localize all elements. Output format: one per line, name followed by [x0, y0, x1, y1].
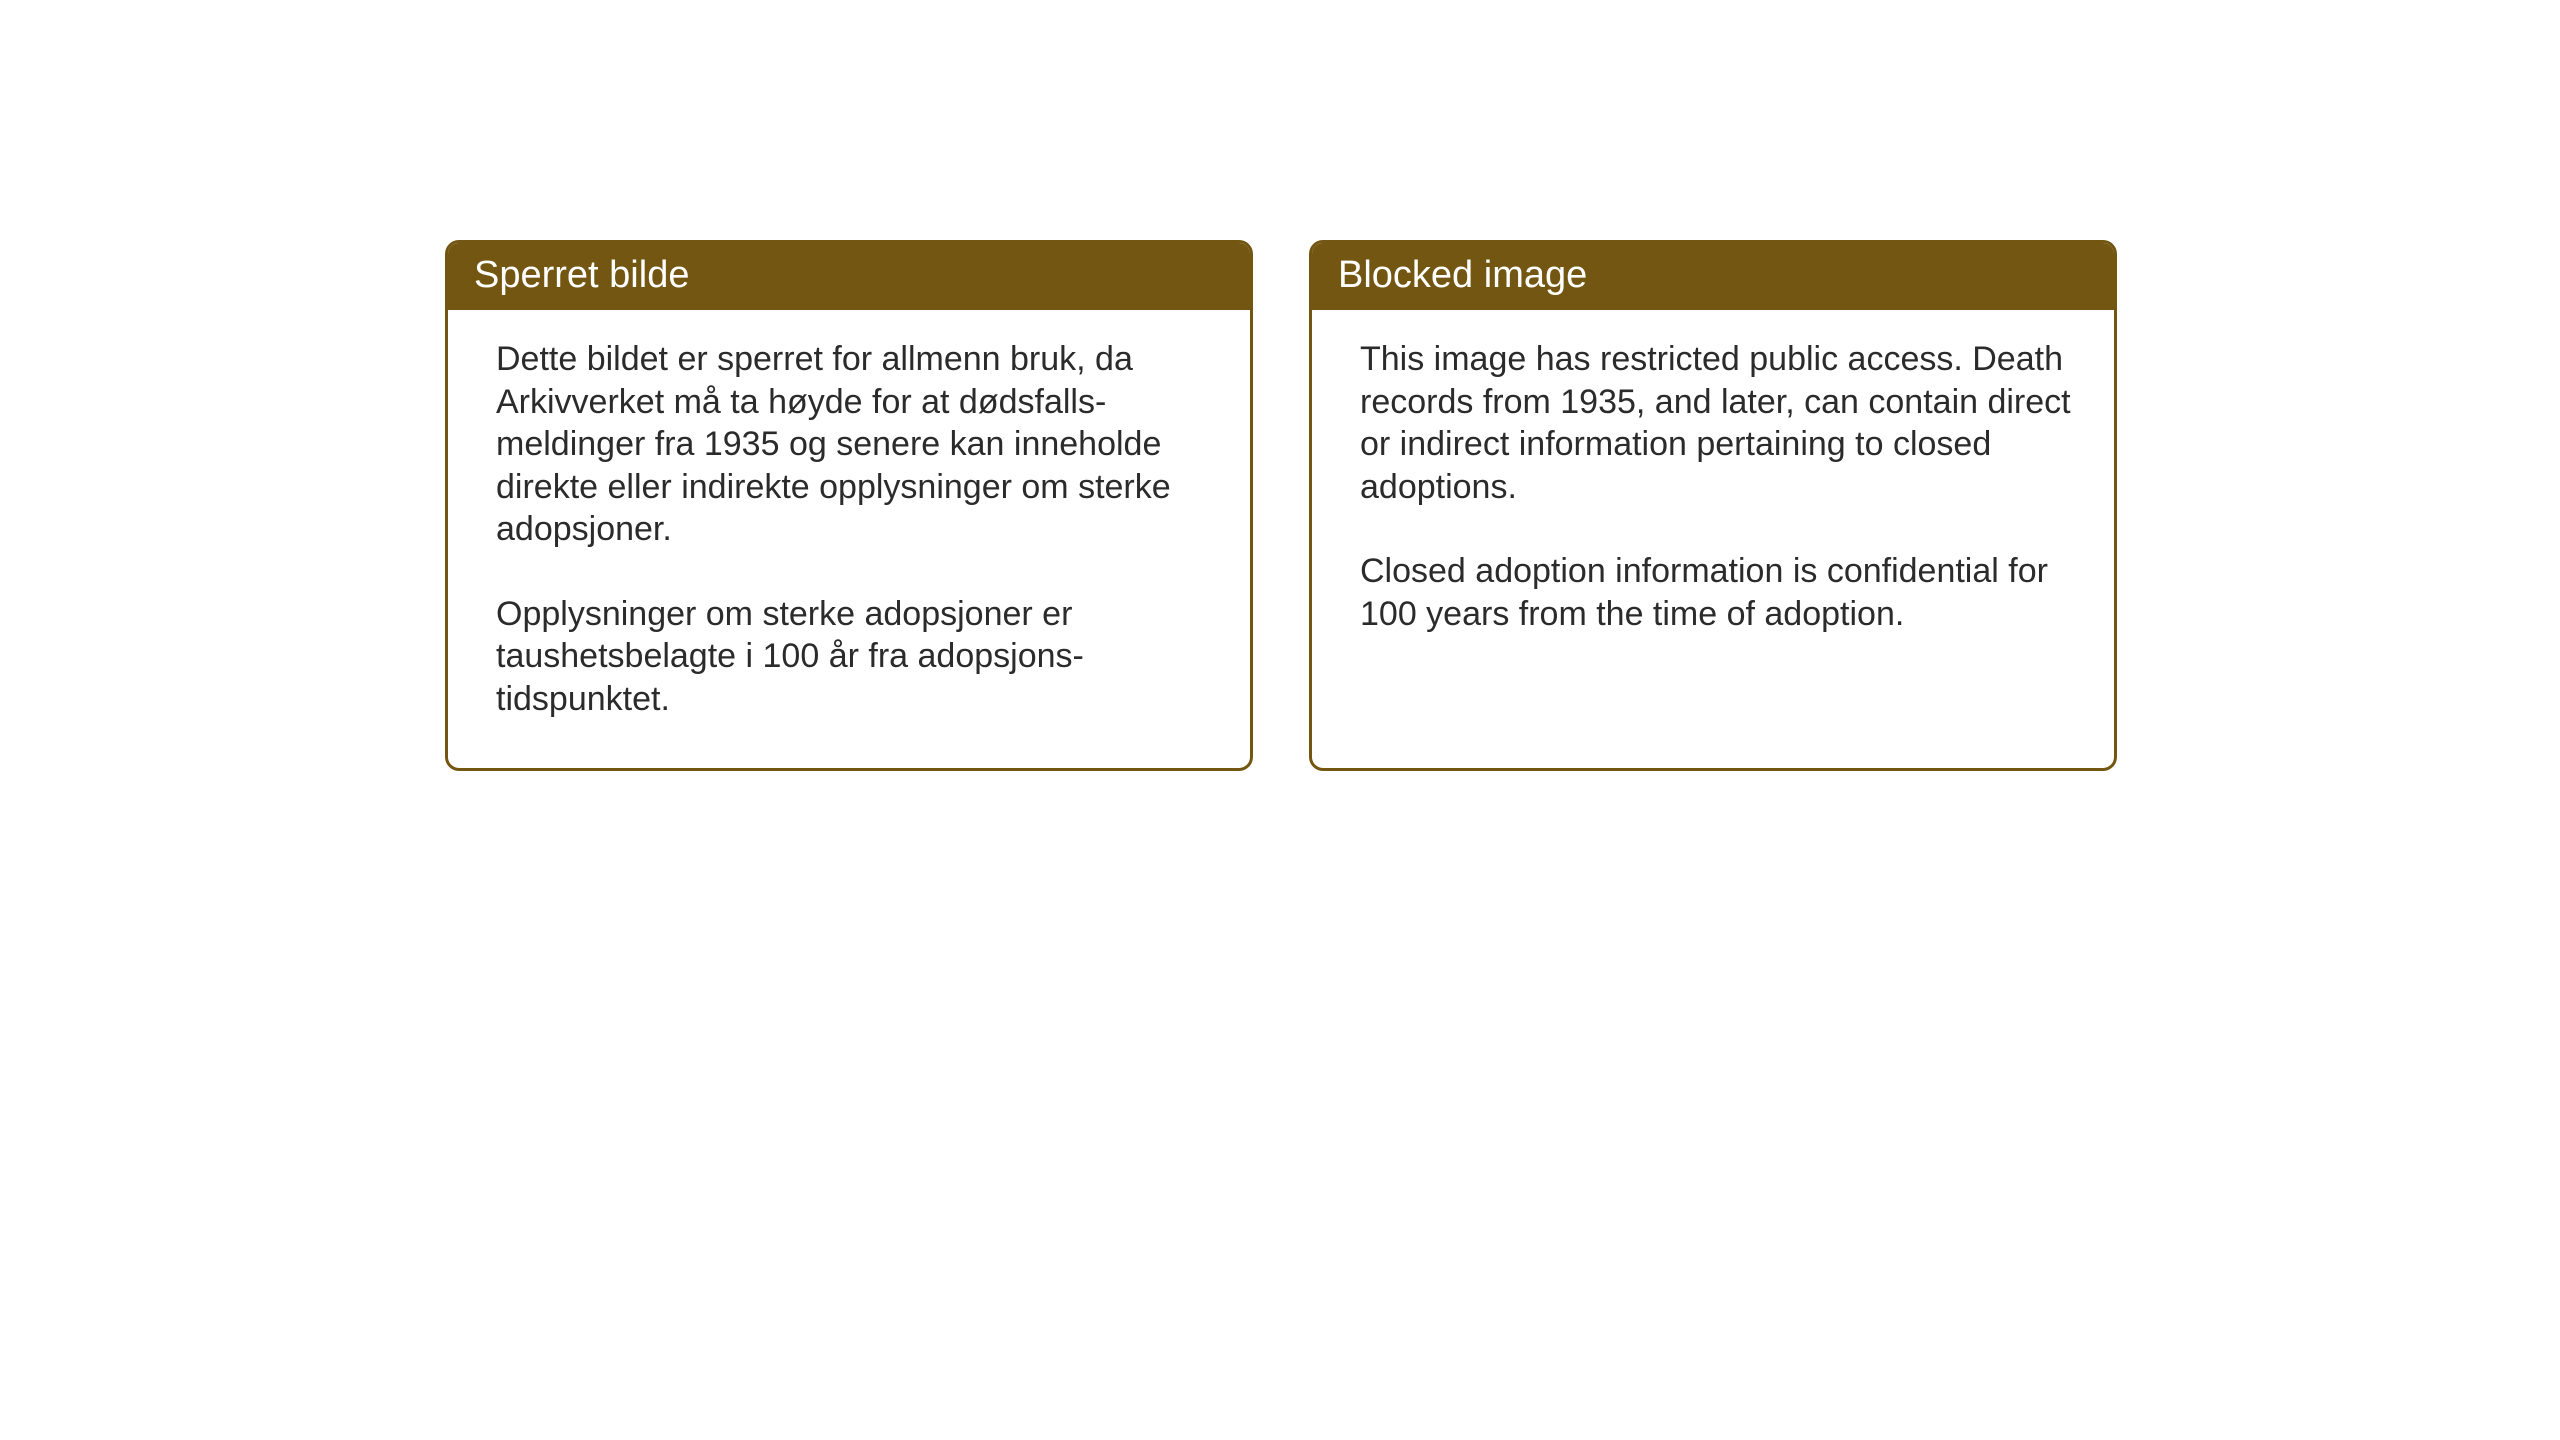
card-header: Blocked image	[1312, 243, 2114, 310]
card-paragraph: This image has restricted public access.…	[1360, 338, 2074, 508]
card-body: Dette bildet er sperret for allmenn bruk…	[448, 310, 1250, 768]
card-body: This image has restricted public access.…	[1312, 310, 2114, 683]
card-paragraph: Dette bildet er sperret for allmenn bruk…	[496, 338, 1210, 551]
card-paragraph: Closed adoption information is confident…	[1360, 550, 2074, 635]
notice-cards-container: Sperret bilde Dette bildet er sperret fo…	[0, 0, 2560, 771]
card-header: Sperret bilde	[448, 243, 1250, 310]
notice-card-norwegian: Sperret bilde Dette bildet er sperret fo…	[445, 240, 1253, 771]
card-paragraph: Opplysninger om sterke adopsjoner er tau…	[496, 593, 1210, 721]
notice-card-english: Blocked image This image has restricted …	[1309, 240, 2117, 771]
